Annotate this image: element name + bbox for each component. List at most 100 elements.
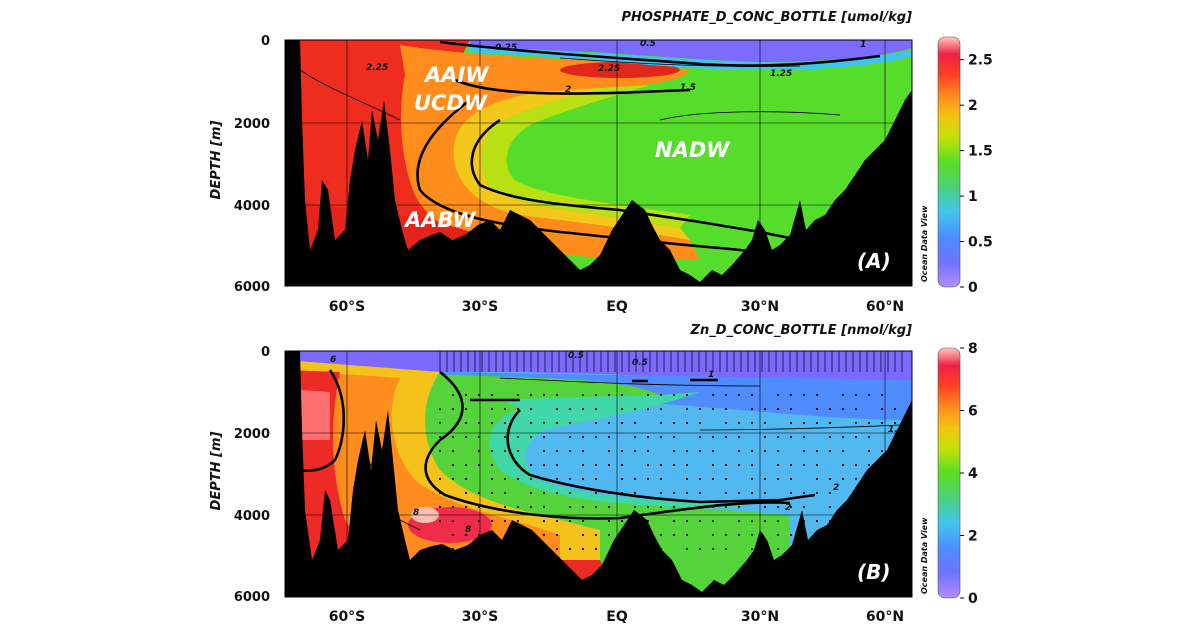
sample-dot bbox=[750, 491, 754, 495]
sample-dot bbox=[893, 407, 897, 411]
sample-dot bbox=[815, 463, 819, 467]
sample-dot bbox=[841, 449, 845, 453]
sample-dot bbox=[438, 477, 442, 481]
sample-dot bbox=[490, 477, 494, 481]
sample-dot bbox=[620, 519, 624, 523]
sample-dot bbox=[633, 477, 637, 481]
panel-a-xtick: 60°N bbox=[866, 299, 904, 315]
sample-dot bbox=[802, 393, 806, 397]
sample-dot bbox=[568, 519, 572, 523]
sample-dot bbox=[724, 547, 728, 551]
sample-dot bbox=[737, 519, 741, 523]
sample-dot bbox=[464, 421, 468, 425]
sample-dot bbox=[529, 463, 533, 467]
sample-dot bbox=[568, 505, 572, 509]
sample-dot bbox=[711, 463, 715, 467]
sample-dot bbox=[555, 407, 559, 411]
sample-dot bbox=[646, 463, 650, 467]
sample-dot bbox=[815, 393, 819, 397]
sample-dot bbox=[529, 477, 533, 481]
sample-dot bbox=[438, 421, 442, 425]
panel-a-xtick: EQ bbox=[606, 299, 628, 315]
sample-dot bbox=[776, 533, 780, 537]
sample-dot bbox=[867, 463, 871, 467]
sample-dot bbox=[815, 519, 819, 523]
contour-label: 2.25 bbox=[366, 63, 388, 73]
sample-dot bbox=[555, 491, 559, 495]
contour-label: 1.5 bbox=[888, 425, 904, 435]
sample-dot bbox=[880, 393, 884, 397]
colorbar-tick-label: 8 bbox=[968, 341, 978, 357]
contour-label: 0.5 bbox=[632, 358, 648, 368]
sample-dot bbox=[516, 407, 520, 411]
sample-dot bbox=[594, 421, 598, 425]
sample-dot bbox=[711, 449, 715, 453]
sample-dot bbox=[464, 505, 468, 509]
sample-dot bbox=[685, 477, 689, 481]
sample-dot bbox=[750, 533, 754, 537]
contour-label: 0.5 bbox=[640, 39, 656, 49]
contour-label: 8 bbox=[413, 508, 419, 518]
sample-dot bbox=[776, 407, 780, 411]
sample-dot bbox=[698, 435, 702, 439]
panel-b-xtick: 30°N bbox=[741, 609, 779, 625]
sample-dot bbox=[594, 533, 598, 537]
sample-dot bbox=[438, 505, 442, 509]
colorbar-tick-label: 4 bbox=[968, 466, 978, 482]
contour-label: 1 bbox=[860, 40, 866, 50]
sample-dot bbox=[672, 421, 676, 425]
panel-b-odv-watermark: Ocean Data View bbox=[920, 517, 929, 594]
sample-dot bbox=[763, 449, 767, 453]
panel-a-label: (A) bbox=[857, 249, 891, 273]
sample-dot bbox=[854, 435, 858, 439]
sample-dot bbox=[828, 407, 832, 411]
colorbar-tick-label: 0 bbox=[968, 591, 978, 607]
sample-dot bbox=[607, 519, 611, 523]
sample-dot bbox=[724, 505, 728, 509]
sample-dot bbox=[802, 435, 806, 439]
contour-label: 8 bbox=[465, 525, 471, 535]
sample-dot bbox=[568, 491, 572, 495]
sample-dot bbox=[607, 463, 611, 467]
sample-dot bbox=[698, 407, 702, 411]
panel-b-ylabel: DEPTH [m] bbox=[209, 431, 224, 510]
sample-dot bbox=[503, 421, 507, 425]
sample-dot bbox=[659, 491, 663, 495]
colorbar-tick-label: 2 bbox=[968, 529, 978, 545]
sample-dot bbox=[581, 407, 585, 411]
sample-dot bbox=[633, 407, 637, 411]
sample-dot bbox=[464, 533, 468, 537]
sample-dot bbox=[828, 449, 832, 453]
sample-dot bbox=[490, 519, 494, 523]
sample-dot bbox=[555, 449, 559, 453]
panel-b-ytick: 4000 bbox=[234, 509, 270, 524]
sample-dot bbox=[698, 547, 702, 551]
sample-dot bbox=[724, 421, 728, 425]
sample-dot bbox=[698, 491, 702, 495]
sample-dot bbox=[581, 435, 585, 439]
sample-dot bbox=[581, 449, 585, 453]
sample-dot bbox=[711, 393, 715, 397]
sample-dot bbox=[672, 533, 676, 537]
sample-dot bbox=[763, 491, 767, 495]
sample-dot bbox=[581, 463, 585, 467]
sample-dot bbox=[464, 435, 468, 439]
panel-b-frame bbox=[284, 350, 913, 598]
sample-dot bbox=[594, 463, 598, 467]
sample-dot bbox=[737, 421, 741, 425]
colorbar-tick-label: 0.5 bbox=[968, 235, 993, 251]
panel-a-ylabel: DEPTH [m] bbox=[209, 120, 224, 199]
sample-dot bbox=[659, 463, 663, 467]
sample-dot bbox=[789, 505, 793, 509]
sample-dot bbox=[646, 393, 650, 397]
sample-dot bbox=[737, 505, 741, 509]
sample-dot bbox=[802, 421, 806, 425]
contour-label: 2 bbox=[833, 483, 839, 493]
sample-dot bbox=[503, 491, 507, 495]
sample-dot bbox=[763, 407, 767, 411]
sample-dot bbox=[841, 407, 845, 411]
sample-dot bbox=[633, 505, 637, 509]
sample-dot bbox=[490, 393, 494, 397]
sample-dot bbox=[490, 421, 494, 425]
